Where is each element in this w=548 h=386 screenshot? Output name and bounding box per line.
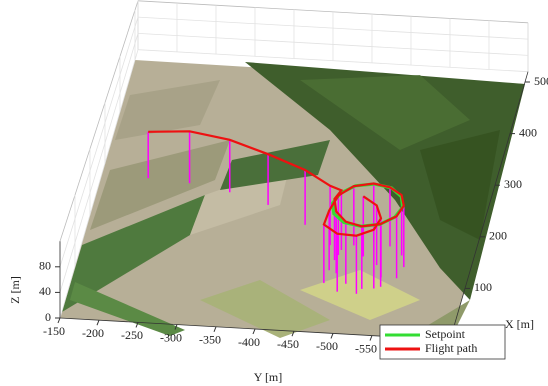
chart: Z [m] Y [m] X [m] -150 -200 -250 -300 -350 -4… xyxy=(0,0,548,386)
y-tick xyxy=(58,318,60,323)
x-tick-label: 200 xyxy=(489,229,507,243)
y-tick xyxy=(370,336,372,341)
y-tick-label: -400 xyxy=(238,335,260,349)
y-tick-label: -200 xyxy=(82,326,104,340)
y-tick-label: -300 xyxy=(160,330,182,344)
y-tick xyxy=(253,329,255,334)
y-tick-label: -500 xyxy=(316,339,338,353)
y-tick-label: -150 xyxy=(43,324,65,338)
x-tick-label: 400 xyxy=(519,125,537,139)
legend-label: Flight path xyxy=(425,341,477,355)
z-axis-label: Z [m] xyxy=(8,276,22,304)
x-tick-label: 500 xyxy=(534,74,548,88)
y-tick-label: -550 xyxy=(355,341,377,355)
y-tick-label: -350 xyxy=(199,333,221,347)
x-tick-label: 100 xyxy=(474,280,492,294)
y-tick-label: -250 xyxy=(121,328,143,342)
z-tick-label: 80 xyxy=(39,259,51,273)
legend-label: Setpoint xyxy=(425,327,466,341)
z-tick-label: 0 xyxy=(45,310,51,324)
z-tick-label: 40 xyxy=(39,284,51,298)
y-tick xyxy=(331,333,333,338)
x-tick-label: 300 xyxy=(504,177,522,191)
y-tick-label: -450 xyxy=(277,337,299,351)
terrain xyxy=(60,60,525,340)
x-axis-label: X [m] xyxy=(505,317,534,331)
y-tick xyxy=(97,320,99,325)
y-axis-label: Y [m] xyxy=(254,370,283,384)
y-tick xyxy=(214,327,216,332)
